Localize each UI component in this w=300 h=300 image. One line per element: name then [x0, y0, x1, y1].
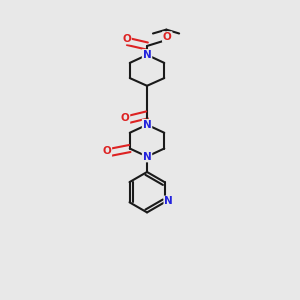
Text: O: O [121, 113, 129, 124]
Text: O: O [122, 34, 131, 44]
Text: N: N [164, 196, 173, 206]
Text: O: O [103, 146, 111, 157]
Text: O: O [163, 32, 172, 42]
Text: N: N [143, 50, 152, 60]
Text: N: N [143, 120, 152, 130]
Text: N: N [143, 152, 152, 161]
